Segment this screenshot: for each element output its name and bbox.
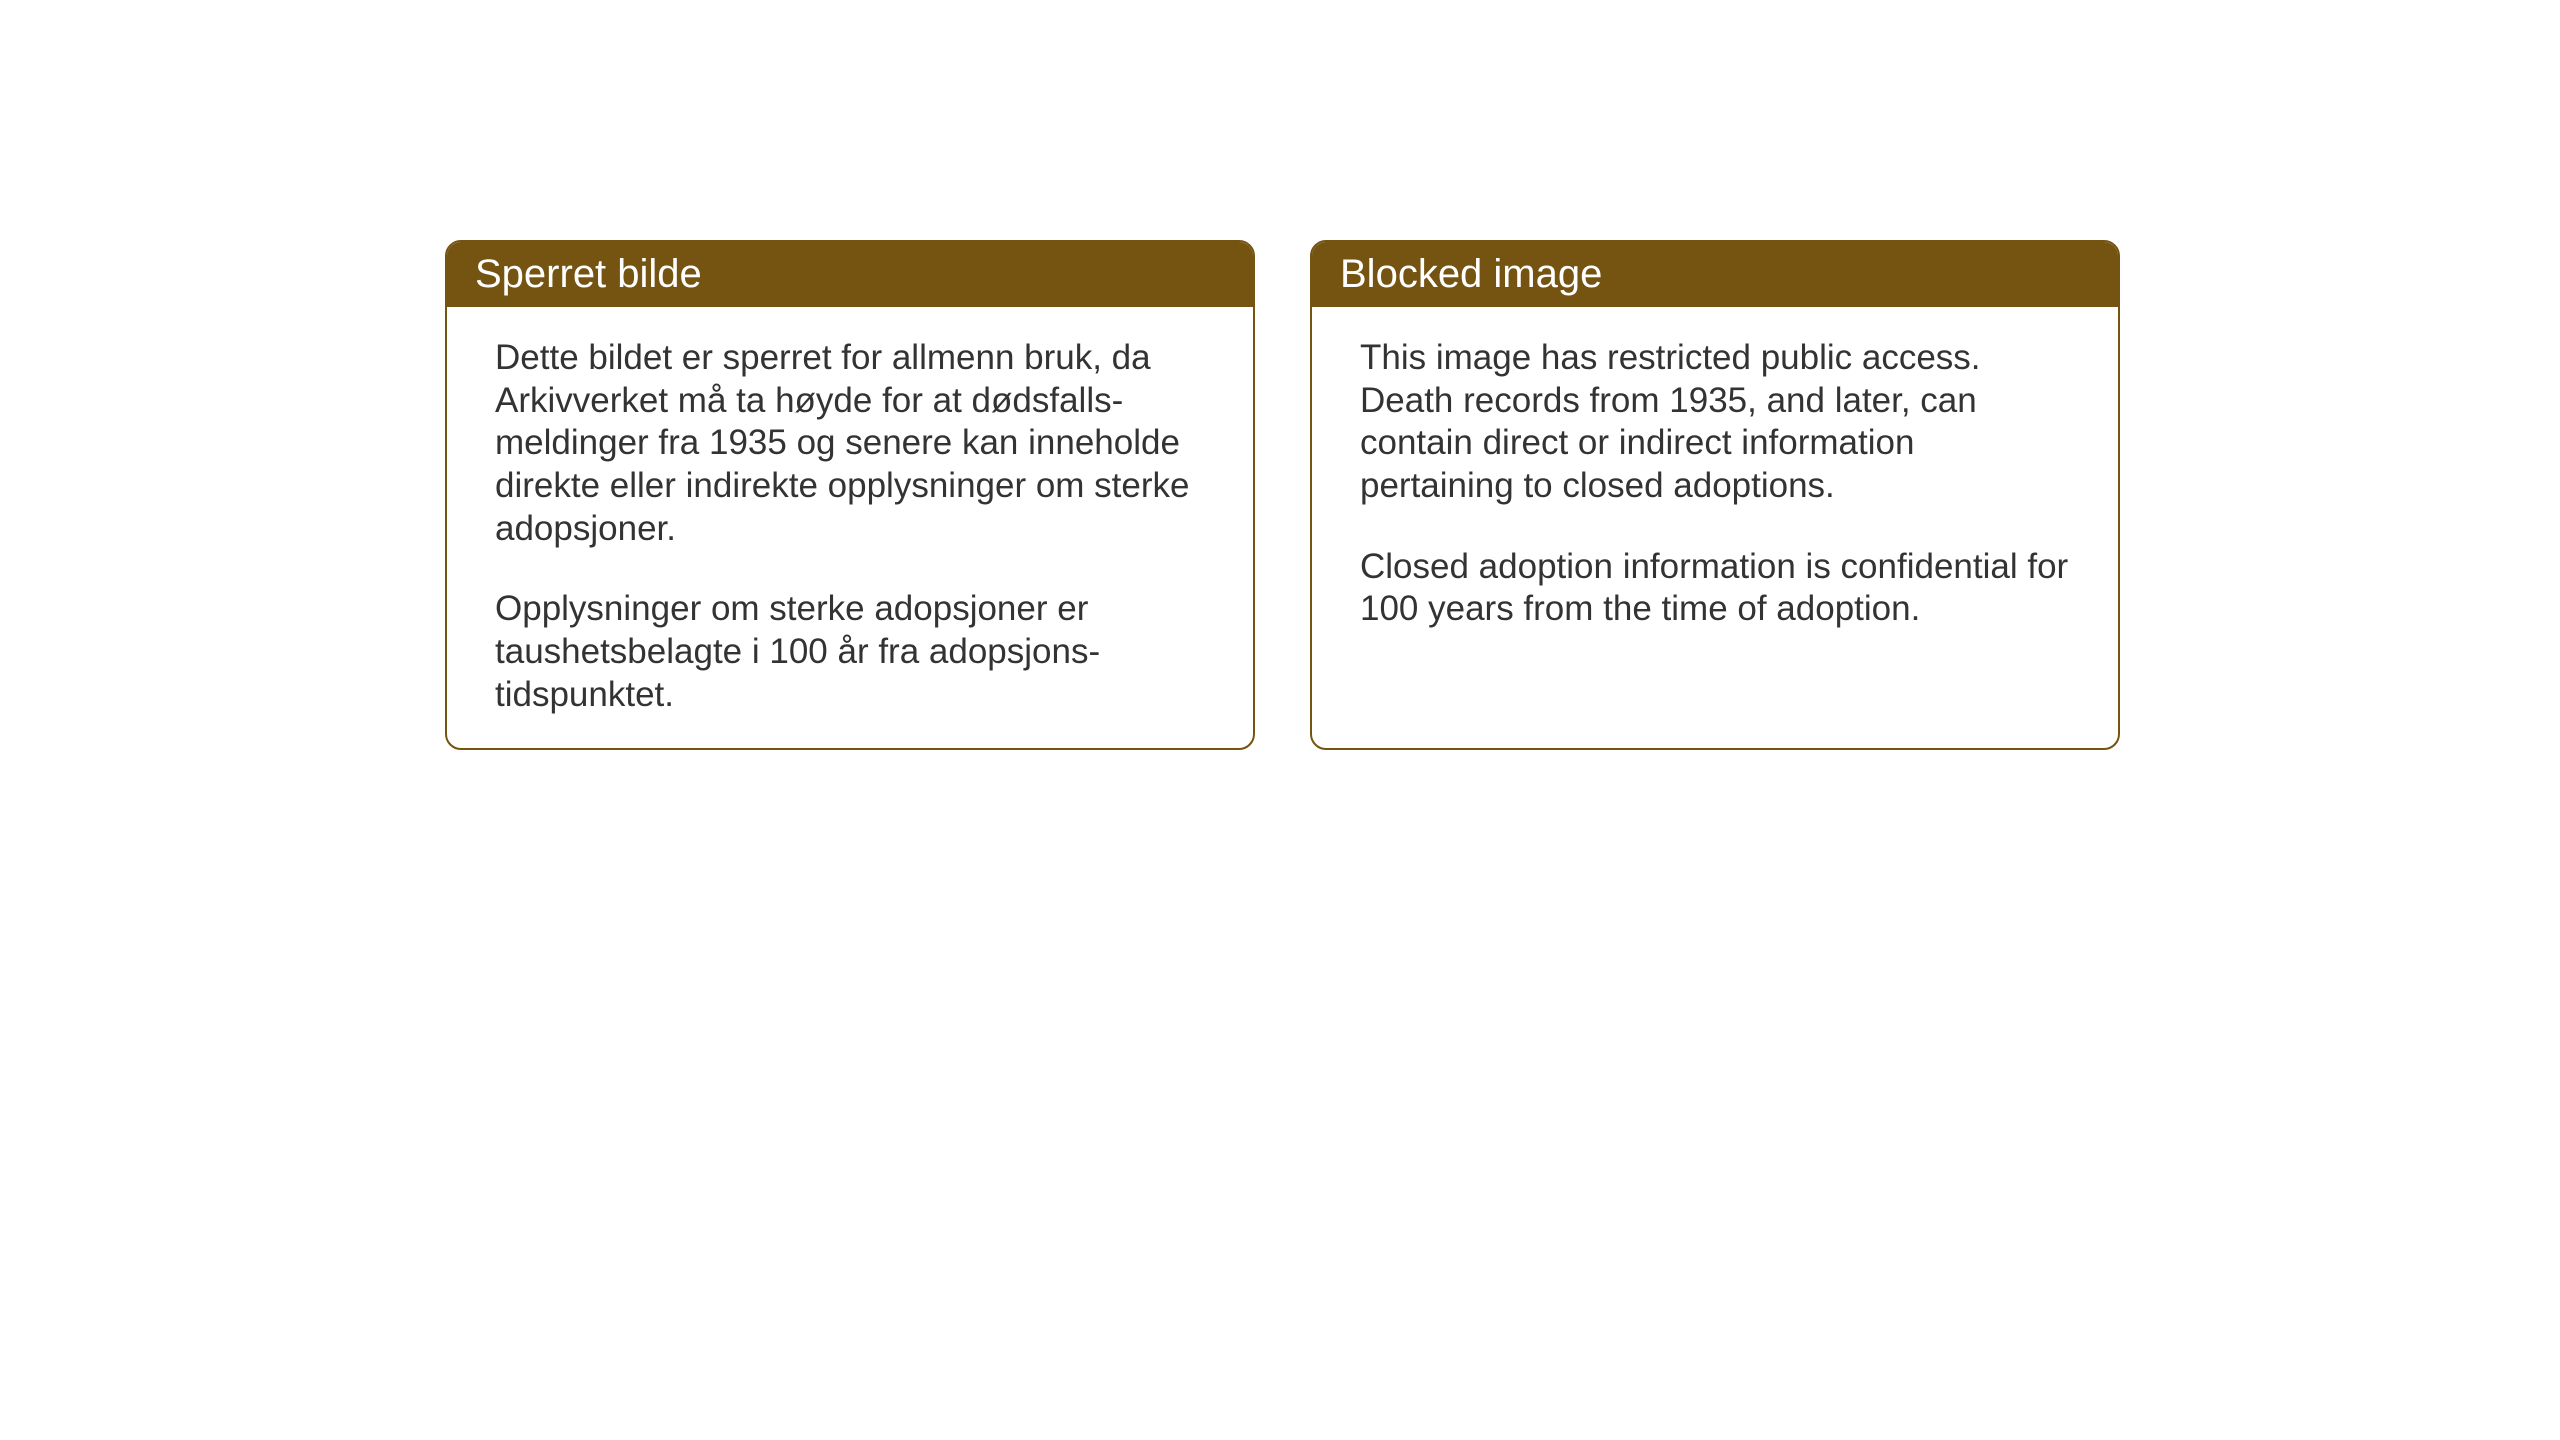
notice-title-english: Blocked image — [1340, 252, 1602, 296]
notice-paragraph-2-english: Closed adoption information is confident… — [1360, 546, 2070, 631]
notice-body-norwegian: Dette bildet er sperret for allmenn bruk… — [447, 307, 1253, 750]
notice-title-norwegian: Sperret bilde — [475, 252, 702, 296]
notice-paragraph-2-norwegian: Opplysninger om sterke adopsjoner er tau… — [495, 588, 1205, 716]
notice-body-english: This image has restricted public access.… — [1312, 307, 2118, 671]
notice-header-norwegian: Sperret bilde — [447, 242, 1253, 307]
notice-paragraph-1-english: This image has restricted public access.… — [1360, 337, 2070, 508]
notice-box-norwegian: Sperret bilde Dette bildet er sperret fo… — [445, 240, 1255, 750]
notice-header-english: Blocked image — [1312, 242, 2118, 307]
notice-container: Sperret bilde Dette bildet er sperret fo… — [445, 240, 2120, 750]
notice-box-english: Blocked image This image has restricted … — [1310, 240, 2120, 750]
notice-paragraph-1-norwegian: Dette bildet er sperret for allmenn bruk… — [495, 337, 1205, 550]
